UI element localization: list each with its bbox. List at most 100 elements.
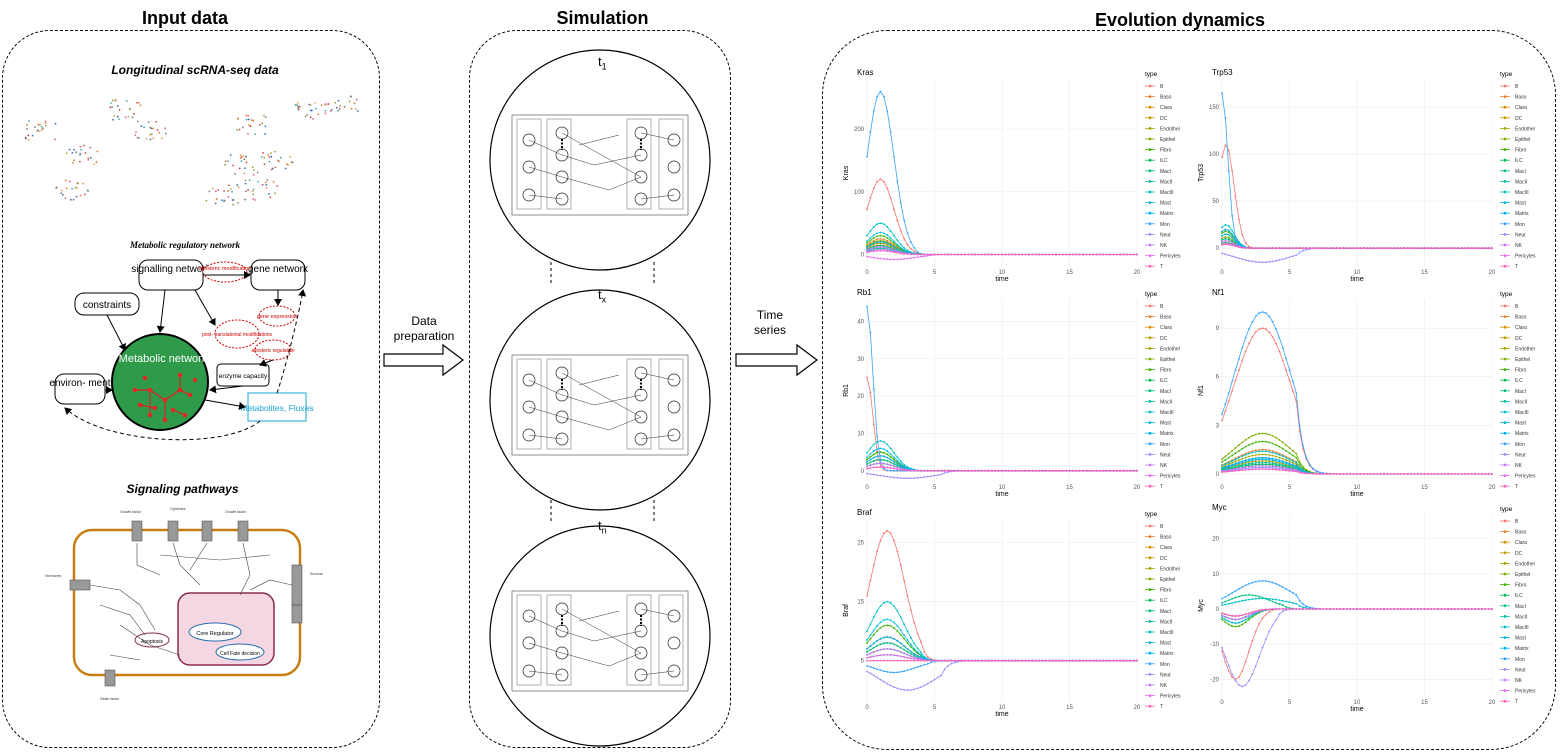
scatter-cluster [65, 144, 99, 166]
data-point [909, 253, 912, 256]
legend-key-point [1148, 84, 1152, 88]
scatter-cluster [224, 154, 259, 176]
data-point [926, 469, 929, 472]
data-point [1278, 247, 1281, 250]
data-point [896, 243, 899, 246]
data-point [1071, 469, 1074, 472]
legend-entry: Matrix [1160, 211, 1174, 217]
data-point [1234, 240, 1237, 243]
data-point [967, 469, 970, 472]
data-point [1305, 247, 1308, 250]
data-point [947, 471, 949, 473]
signalling-label: signalling network [131, 264, 211, 275]
legend-key-point [1148, 368, 1152, 371]
data-point [1477, 247, 1480, 250]
data-point [882, 451, 885, 454]
post-translational-label: post- translational modifications [202, 332, 273, 338]
data-point [893, 155, 895, 158]
data-point [1224, 228, 1227, 231]
data-point [1302, 247, 1304, 250]
data-preparation-arrow [383, 343, 464, 377]
legend-entry: B [1160, 84, 1164, 90]
data-point [882, 462, 885, 465]
data-point [1487, 247, 1490, 250]
data-point [876, 235, 879, 238]
legend-entry: MacII [1515, 179, 1527, 185]
legend-entry: Endothel [1515, 126, 1535, 132]
data-point [1109, 469, 1111, 472]
data-point [906, 477, 909, 480]
data-point [967, 253, 970, 256]
legend-entry: T [1160, 484, 1163, 490]
y-axis-label: Trp53 [1198, 164, 1205, 182]
data-point [879, 462, 882, 465]
data-point [1423, 247, 1426, 250]
data-point [889, 237, 892, 239]
data-point [1221, 419, 1223, 422]
data-point [1011, 469, 1014, 472]
data-point [1221, 156, 1223, 159]
data-point [1278, 259, 1281, 261]
legend-entry: Fibro [1160, 148, 1172, 154]
data-point [876, 466, 879, 469]
data-point [994, 469, 997, 472]
data-point [879, 466, 882, 468]
data-point [960, 253, 963, 256]
data-point [899, 243, 902, 246]
data-point [889, 247, 892, 250]
data-point [869, 241, 872, 244]
signaling-pathways-label: Signaling pathways [126, 482, 239, 496]
data-point [879, 90, 882, 93]
data-point [1028, 253, 1030, 256]
data-point [872, 250, 875, 253]
data-point [957, 253, 960, 256]
data-point [1078, 253, 1081, 256]
data-point [889, 447, 892, 450]
data-point [1221, 239, 1223, 241]
data-point [943, 469, 946, 472]
data-point [1241, 233, 1244, 236]
data-point [1237, 246, 1240, 249]
data-point [879, 248, 882, 251]
data-point [893, 456, 895, 459]
data-point [1227, 400, 1230, 403]
legend-key-point [1503, 180, 1507, 183]
data-point [886, 187, 889, 190]
data-point [1129, 469, 1132, 472]
data-point [1383, 247, 1385, 250]
data-point [876, 435, 879, 438]
data-point [872, 234, 875, 237]
data-point [926, 253, 929, 256]
data-point [1322, 247, 1325, 250]
data-point [1231, 229, 1234, 232]
data-point [1075, 253, 1078, 256]
data-point [1251, 260, 1254, 263]
data-point [953, 253, 956, 256]
data-point [1017, 253, 1020, 256]
legend-entry: B [1515, 84, 1519, 90]
legend-key-point [1148, 222, 1152, 226]
y-tick-label: 100 [1209, 152, 1220, 158]
scatter-cluster [205, 184, 240, 206]
data-point [1044, 469, 1047, 472]
data-point [879, 440, 882, 442]
legend-key-point [1503, 243, 1507, 247]
data-point [1491, 247, 1493, 250]
data-point [899, 252, 902, 255]
data-point [1038, 253, 1041, 256]
data-point [1288, 247, 1291, 250]
legend-entry: Epithel [1515, 137, 1530, 143]
legend-key-point [1148, 315, 1152, 318]
data-point [889, 455, 892, 458]
legend-entry: Mast [1160, 201, 1171, 207]
data-point [1234, 379, 1237, 382]
legend-key-point [1148, 233, 1152, 236]
data-point [869, 455, 872, 458]
legend-key-point [1148, 158, 1152, 162]
scatter-cluster [244, 179, 279, 201]
data-point [1443, 247, 1446, 250]
data-point [889, 250, 892, 253]
data-point [882, 95, 885, 98]
data-point [1339, 247, 1342, 250]
